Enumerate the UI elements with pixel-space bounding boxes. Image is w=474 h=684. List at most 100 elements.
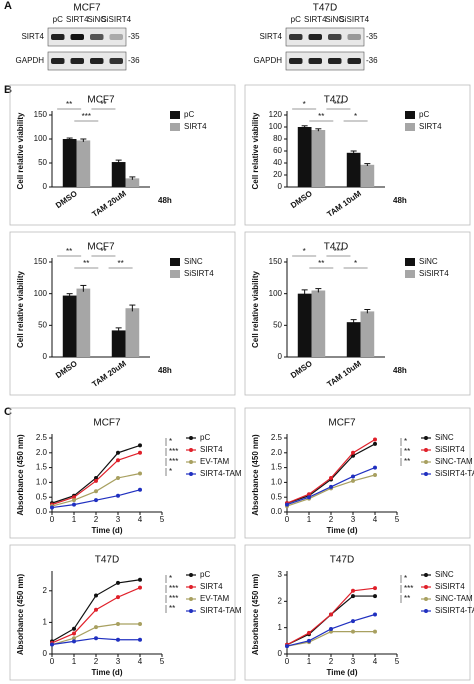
significance: ** bbox=[117, 259, 123, 268]
legend-label: SIRT4-TAM bbox=[200, 606, 242, 615]
point bbox=[116, 450, 120, 455]
band bbox=[109, 58, 123, 64]
significance: ** bbox=[83, 259, 89, 268]
legend-marker bbox=[189, 448, 193, 452]
legend-marker bbox=[424, 460, 428, 464]
legend-marker bbox=[424, 436, 428, 440]
point bbox=[138, 577, 142, 582]
significance: ** bbox=[100, 100, 106, 109]
significance: * bbox=[169, 467, 172, 476]
significance: * bbox=[169, 437, 172, 446]
x-tick-label: 1 bbox=[307, 515, 312, 524]
size-marker: -35 bbox=[366, 32, 378, 41]
row-label: SIRT4 bbox=[259, 32, 282, 41]
point bbox=[72, 626, 76, 631]
point bbox=[50, 505, 54, 510]
point bbox=[94, 489, 98, 494]
legend-marker bbox=[189, 460, 193, 464]
x-axis-label: Time (d) bbox=[92, 526, 123, 535]
band bbox=[328, 58, 342, 64]
band bbox=[289, 34, 303, 40]
y-tick-label: 0.0 bbox=[36, 507, 48, 516]
significance: * bbox=[303, 100, 306, 109]
bar bbox=[311, 290, 326, 357]
panel-box bbox=[9, 84, 236, 226]
point bbox=[351, 474, 355, 479]
point bbox=[138, 450, 142, 455]
point bbox=[138, 443, 142, 448]
significance: * bbox=[354, 259, 357, 268]
legend-label: SiNC-TAM bbox=[435, 457, 473, 466]
point bbox=[307, 630, 311, 635]
x-tick-label: 3 bbox=[351, 515, 356, 524]
blot-frame bbox=[47, 51, 127, 71]
bar bbox=[360, 164, 375, 187]
point bbox=[138, 471, 142, 476]
bar bbox=[125, 308, 140, 357]
y-tick-label: 1.0 bbox=[271, 478, 283, 487]
panel-box bbox=[244, 84, 471, 226]
chart-title: T47D bbox=[95, 555, 119, 566]
band bbox=[90, 58, 104, 64]
y-tick-label: 2.5 bbox=[271, 433, 283, 442]
x-axis-label: Time (d) bbox=[327, 526, 358, 535]
legend-marker bbox=[189, 597, 193, 601]
chart-title: MCF7 bbox=[93, 418, 121, 429]
row-label: GAPDH bbox=[16, 56, 45, 65]
point bbox=[116, 621, 120, 626]
x-tick-label: 3 bbox=[116, 515, 121, 524]
chart-title: MCF7 bbox=[328, 418, 356, 429]
bar bbox=[297, 293, 312, 357]
y-tick-label: 100 bbox=[34, 134, 48, 143]
note: 48h bbox=[158, 366, 172, 375]
y-tick-label: 0 bbox=[278, 182, 283, 191]
x-tick-label: 4 bbox=[373, 657, 378, 666]
legend-label: pC bbox=[419, 110, 429, 119]
significance: *** bbox=[82, 112, 91, 121]
point bbox=[94, 593, 98, 598]
point bbox=[329, 612, 333, 617]
band bbox=[109, 34, 123, 40]
legend-label: pC bbox=[200, 570, 210, 579]
bar bbox=[62, 139, 77, 187]
x-tick-label: 4 bbox=[373, 515, 378, 524]
y-axis-label: Cell relative viability bbox=[16, 112, 25, 189]
legend-label: SiNC bbox=[435, 570, 454, 579]
point bbox=[138, 487, 142, 492]
y-axis-label: Absorbance (450 nm) bbox=[16, 573, 25, 655]
panel-box bbox=[244, 231, 471, 396]
significance: ** bbox=[318, 259, 324, 268]
y-axis-label: Absorbance (450 nm) bbox=[251, 573, 260, 655]
panel-box bbox=[244, 407, 471, 539]
point bbox=[94, 636, 98, 641]
legend-label: SiSIRT4 bbox=[435, 582, 465, 591]
significance: ** bbox=[404, 447, 410, 456]
legend-label: SiSIRT4 bbox=[435, 445, 465, 454]
significance: ** bbox=[100, 247, 106, 256]
legend-label: SiNC bbox=[419, 257, 438, 266]
y-tick-label: 1.5 bbox=[271, 463, 283, 472]
note: 48h bbox=[393, 366, 407, 375]
legend-label: SiSIRT4 bbox=[184, 269, 214, 278]
point bbox=[373, 441, 377, 446]
y-tick-label: 1 bbox=[278, 623, 283, 632]
x-tick-label: 5 bbox=[160, 515, 165, 524]
band bbox=[347, 58, 361, 64]
y-tick-label: 50 bbox=[38, 320, 47, 329]
x-tick-label: 1 bbox=[72, 515, 77, 524]
significance: *** bbox=[169, 584, 178, 593]
note: 48h bbox=[393, 196, 407, 205]
significance: *** bbox=[334, 247, 343, 256]
row-label: GAPDH bbox=[254, 56, 283, 65]
bar bbox=[62, 295, 77, 357]
point bbox=[116, 475, 120, 480]
significance: * bbox=[404, 574, 407, 583]
point bbox=[373, 473, 377, 477]
chart-title: T47D bbox=[324, 242, 348, 253]
point bbox=[373, 465, 377, 470]
significance: ** bbox=[169, 604, 175, 613]
significance: * bbox=[404, 437, 407, 446]
significance: ** bbox=[66, 247, 72, 256]
band bbox=[70, 34, 84, 40]
significance: * bbox=[169, 574, 172, 583]
